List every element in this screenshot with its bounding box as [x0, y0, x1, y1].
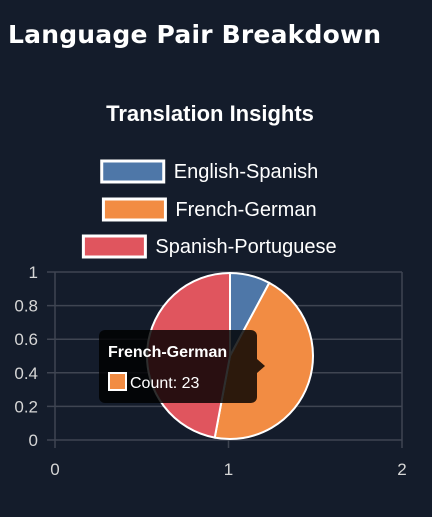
- y-tick-label: 0.8: [14, 297, 38, 316]
- tooltip-title: French-German: [108, 344, 227, 361]
- legend-item[interactable]: French-German: [101, 197, 317, 222]
- page-title: Language Pair Breakdown: [8, 20, 382, 49]
- legend-swatch: [100, 159, 166, 184]
- legend-label: Spanish-Portuguese: [155, 236, 336, 258]
- legend-swatch: [101, 197, 167, 222]
- legend-item[interactable]: Spanish-Portuguese: [81, 234, 337, 259]
- legend-item[interactable]: English-Spanish: [100, 159, 319, 184]
- y-tick-label: 0.6: [14, 330, 38, 349]
- y-tick-label: 0.4: [14, 364, 38, 383]
- legend-swatch: [81, 234, 147, 259]
- tooltip-caret: [257, 359, 265, 373]
- chart-title: Translation Insights: [106, 101, 314, 126]
- y-tick-label: 0.2: [14, 397, 38, 416]
- y-tick-label: 0: [29, 431, 38, 450]
- x-tick-label: 2: [397, 460, 406, 479]
- tooltip: French-German Count: 23: [99, 330, 265, 403]
- tooltip-box: [99, 330, 257, 403]
- y-tick-label: 1: [29, 263, 38, 282]
- tooltip-body: Count: 23: [130, 375, 199, 392]
- legend-label: French-German: [175, 199, 316, 221]
- legend: English-Spanish French-German Spanish-Port…: [81, 159, 337, 259]
- tooltip-swatch: [108, 372, 127, 391]
- x-tick-label: 0: [50, 460, 59, 479]
- x-tick-label: 1: [224, 460, 233, 479]
- legend-label: English-Spanish: [174, 161, 319, 183]
